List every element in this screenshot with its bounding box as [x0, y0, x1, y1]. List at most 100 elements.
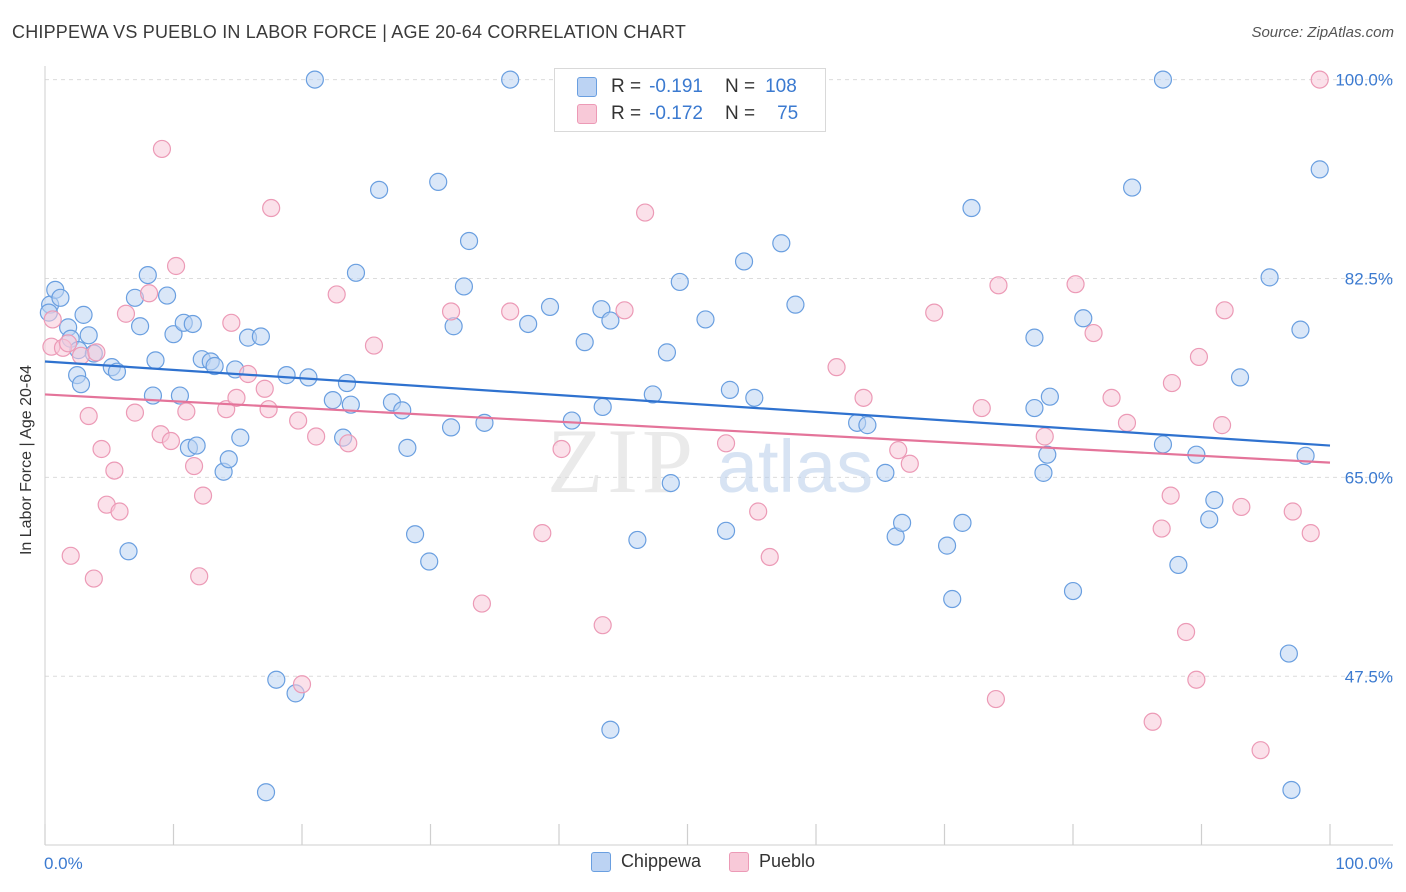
chippewa-point — [501, 70, 520, 89]
chippewa-point — [1153, 435, 1173, 454]
pueblo-point — [105, 461, 124, 480]
chippewa-point — [1123, 178, 1142, 197]
chippewa-swatch — [590, 851, 611, 872]
n-value: 75 — [777, 103, 799, 124]
chippewa-point — [1200, 510, 1219, 529]
pueblo-point — [1143, 712, 1162, 731]
pueblo-point — [1117, 413, 1137, 432]
pueblo-point — [1301, 524, 1320, 543]
chippewa-point — [540, 297, 560, 317]
pueblo-point — [339, 434, 358, 453]
chippewa-point — [441, 418, 461, 437]
chippewa-point — [601, 311, 620, 330]
watermark-atlas: atlas — [717, 425, 873, 508]
pueblo-swatch — [729, 851, 749, 872]
pueblo-point — [760, 547, 779, 567]
r-label: R = — [611, 103, 642, 124]
pueblo-point — [1035, 427, 1054, 446]
pueblo-point — [87, 343, 106, 362]
chippewa-point — [562, 411, 581, 430]
pueblo-point — [854, 388, 873, 407]
chippewa-point — [51, 288, 70, 307]
chippewa-point — [1230, 368, 1250, 387]
legend-item-chippewa[interactable]: Chippewa — [590, 851, 701, 872]
pueblo-point — [1232, 497, 1251, 517]
r-label: R = — [611, 76, 642, 97]
pueblo-point — [889, 441, 908, 460]
chippewa-point — [575, 333, 594, 352]
chippewa-point — [1025, 328, 1044, 347]
pueblo-point — [152, 139, 172, 159]
chippewa-point — [962, 198, 981, 218]
chippewa-point — [734, 252, 754, 271]
chippewa-point — [187, 436, 206, 455]
chippewa-point — [429, 172, 448, 191]
pueblo-point — [222, 313, 241, 332]
chippewa-point — [119, 542, 138, 561]
pueblo-point — [827, 358, 846, 377]
pueblo-point — [364, 336, 384, 355]
pueblo-point — [1212, 416, 1232, 435]
chippewa-point — [696, 310, 715, 329]
pueblo-swatch — [577, 104, 597, 124]
chippewa-point — [164, 325, 183, 344]
pueblo-point — [1102, 388, 1121, 407]
pueblo-point — [166, 256, 186, 276]
chippewa-point — [157, 286, 177, 305]
pueblo-point — [289, 411, 308, 430]
pueblo-point — [1189, 347, 1209, 367]
legend-item-pueblo[interactable]: Pueblo — [729, 851, 815, 872]
y-axis-label-wrap: In Labor Force | Age 20-64 — [18, 270, 36, 555]
pueblo-point — [635, 203, 655, 222]
pueblo-point — [110, 502, 129, 521]
chippewa-point — [205, 356, 224, 376]
pueblo-point — [92, 439, 111, 459]
pueblo-point — [472, 594, 491, 613]
chippewa-point — [444, 317, 463, 336]
pueblo-point — [177, 402, 196, 421]
y-tick-label: 82.5% — [1345, 270, 1393, 289]
pueblo-point — [262, 198, 281, 218]
chippewa-point — [346, 263, 366, 282]
pueblo-point — [61, 546, 80, 565]
chippewa-point — [459, 231, 479, 251]
pueblo-point — [1152, 519, 1171, 538]
legend-row-pueblo: R = -0.172 N = 75 — [577, 100, 798, 128]
chippewa-point — [1063, 581, 1083, 601]
chippewa-point — [420, 552, 439, 571]
pueblo-point — [533, 524, 552, 543]
chippewa-trend-line — [44, 360, 1331, 447]
y-tick-label: 65.0% — [1345, 468, 1393, 487]
chippewa-point — [657, 343, 677, 362]
chippewa-point — [71, 375, 91, 394]
chippewa-point — [937, 536, 957, 555]
chippewa-point — [601, 720, 620, 739]
pueblo-point — [259, 400, 278, 419]
chippewa-point — [1025, 398, 1044, 418]
pueblo-trend-line — [44, 393, 1331, 464]
legend-label-pueblo: Pueblo — [759, 851, 816, 871]
pueblo-point — [1310, 70, 1329, 89]
chippewa-point — [267, 670, 286, 689]
chippewa-point — [1279, 644, 1298, 663]
chippewa-point — [661, 473, 680, 493]
chippewa-point — [370, 180, 389, 199]
n-label: N = — [724, 103, 756, 124]
chippewa-point — [716, 521, 736, 540]
chippewa-point — [953, 513, 972, 532]
chippewa-point — [1038, 445, 1057, 464]
chippewa-point — [146, 351, 165, 370]
chippewa-point — [305, 70, 324, 89]
pueblo-point — [1187, 670, 1206, 689]
chippewa-point — [1282, 780, 1301, 800]
chippewa-point — [1153, 70, 1173, 89]
pueblo-point — [139, 284, 159, 303]
chippewa-point — [1260, 268, 1279, 287]
pueblo-point — [501, 302, 520, 321]
pueblo-point — [59, 334, 78, 353]
pueblo-point — [307, 427, 326, 446]
chippewa-point — [337, 373, 357, 393]
stats-legend: R = -0.191 N = 108 R = -0.172 N = 75 — [554, 68, 826, 132]
chippewa-point — [720, 380, 740, 399]
